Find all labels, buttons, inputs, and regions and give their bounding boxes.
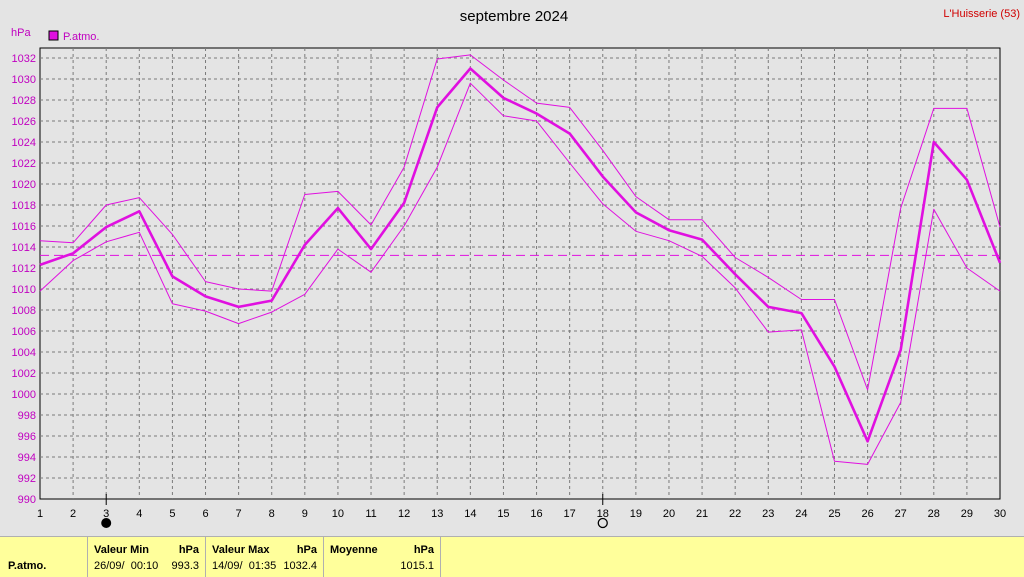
- x-tick-label: 26: [861, 508, 873, 520]
- new-moon-icon: [101, 518, 112, 528]
- x-tick-label: 20: [663, 508, 675, 520]
- y-tick-label: 1028: [12, 95, 36, 107]
- y-tick-label: 1002: [12, 368, 36, 380]
- station-label: L'Huisserie (53): [943, 8, 1020, 20]
- min-cell: Valeur Min hPa 26/09/ 00:10 993.3: [88, 537, 206, 577]
- x-tick-label: 17: [564, 508, 576, 520]
- full-moon-icon: [597, 517, 608, 529]
- y-tick-label: 1016: [12, 221, 36, 233]
- x-tick-label: 4: [136, 508, 142, 520]
- stats-row-label-cell: P.atmo.: [0, 537, 88, 577]
- x-tick-label: 30: [994, 508, 1006, 520]
- stats-row-label: P.atmo.: [8, 560, 47, 572]
- x-tick-label: 22: [729, 508, 741, 520]
- x-tick-label: 28: [928, 508, 940, 520]
- x-tick-label: 16: [530, 508, 542, 520]
- avg-value: 1015.1: [400, 560, 434, 572]
- x-tick-label: 14: [464, 508, 476, 520]
- x-tick-label: 18: [597, 508, 609, 520]
- x-tick-label: 23: [762, 508, 774, 520]
- x-tick-label: 13: [431, 508, 443, 520]
- x-tick-label: 9: [302, 508, 308, 520]
- max-date: 14/09/ 01:35: [212, 560, 277, 572]
- min-value: 993.3: [171, 560, 199, 572]
- x-tick-label: 3: [103, 508, 109, 520]
- x-tick-label: 2: [70, 508, 76, 520]
- plot-area: [39, 47, 1001, 500]
- x-tick-label: 29: [961, 508, 973, 520]
- y-tick-label: 1014: [12, 242, 36, 254]
- x-tick-label: 27: [895, 508, 907, 520]
- x-tick-label: 25: [828, 508, 840, 520]
- y-tick-label: 1032: [12, 53, 36, 65]
- max-cell: Valeur Max hPa 14/09/ 01:35 1032.4: [206, 537, 324, 577]
- y-tick-label: 1026: [12, 116, 36, 128]
- min-date: 26/09/ 00:10: [94, 560, 159, 572]
- y-tick-label: 994: [18, 452, 36, 464]
- max-header: Valeur Max: [212, 544, 270, 556]
- x-tick-label: 15: [497, 508, 509, 520]
- y-tick-label: 998: [18, 410, 36, 422]
- y-tick-label: 1020: [12, 179, 36, 191]
- stats-panel: P.atmo. Valeur Min hPa 26/09/ 00:10 993.…: [0, 536, 1024, 577]
- avg-cell: Moyenne hPa 1015.1: [324, 537, 441, 577]
- legend-swatch: [48, 30, 59, 41]
- max-unit: hPa: [296, 544, 317, 556]
- y-tick-label: 1006: [12, 326, 36, 338]
- avg-header: Moyenne: [330, 544, 378, 556]
- y-tick-label: 1018: [12, 200, 36, 212]
- legend-label: P.atmo.: [63, 31, 100, 43]
- pressure-chart: septembre 2024 L'Huisserie (53) hPa P.at…: [11, 8, 1020, 529]
- y-unit-label: hPa: [11, 27, 31, 39]
- x-tick-label: 8: [269, 508, 275, 520]
- x-tick-label: 11: [365, 508, 376, 520]
- x-tick-label: 6: [202, 508, 208, 520]
- x-tick-label: 21: [696, 508, 708, 520]
- y-tick-label: 1000: [12, 389, 36, 401]
- y-tick-label: 1022: [12, 158, 36, 170]
- y-tick-label: 996: [18, 431, 36, 443]
- y-tick-label: 1012: [12, 263, 36, 275]
- x-tick-label: 5: [169, 508, 175, 520]
- y-tick-label: 1024: [12, 137, 36, 149]
- chart-title: septembre 2024: [460, 8, 568, 25]
- y-tick-label: 1008: [12, 305, 36, 317]
- x-tick-label: 7: [236, 508, 242, 520]
- max-value: 1032.4: [283, 560, 317, 572]
- x-tick-label: 24: [795, 508, 807, 520]
- y-tick-label: 1030: [12, 74, 36, 86]
- x-tick-label: 19: [630, 508, 642, 520]
- y-tick-label: 992: [18, 473, 36, 485]
- x-tick-label: 12: [398, 508, 410, 520]
- min-header: Valeur Min: [94, 544, 150, 556]
- series-line-max: [39, 54, 1001, 391]
- series-line-mean: [39, 67, 1002, 443]
- series-line-min: [39, 82, 1001, 465]
- x-tick-label: 10: [332, 508, 344, 520]
- min-unit: hPa: [178, 544, 199, 556]
- y-tick-label: 1010: [12, 284, 36, 296]
- avg-unit: hPa: [413, 544, 434, 556]
- y-tick-label: 990: [18, 494, 36, 506]
- x-tick-label: 1: [37, 508, 43, 520]
- y-tick-label: 1004: [12, 347, 36, 359]
